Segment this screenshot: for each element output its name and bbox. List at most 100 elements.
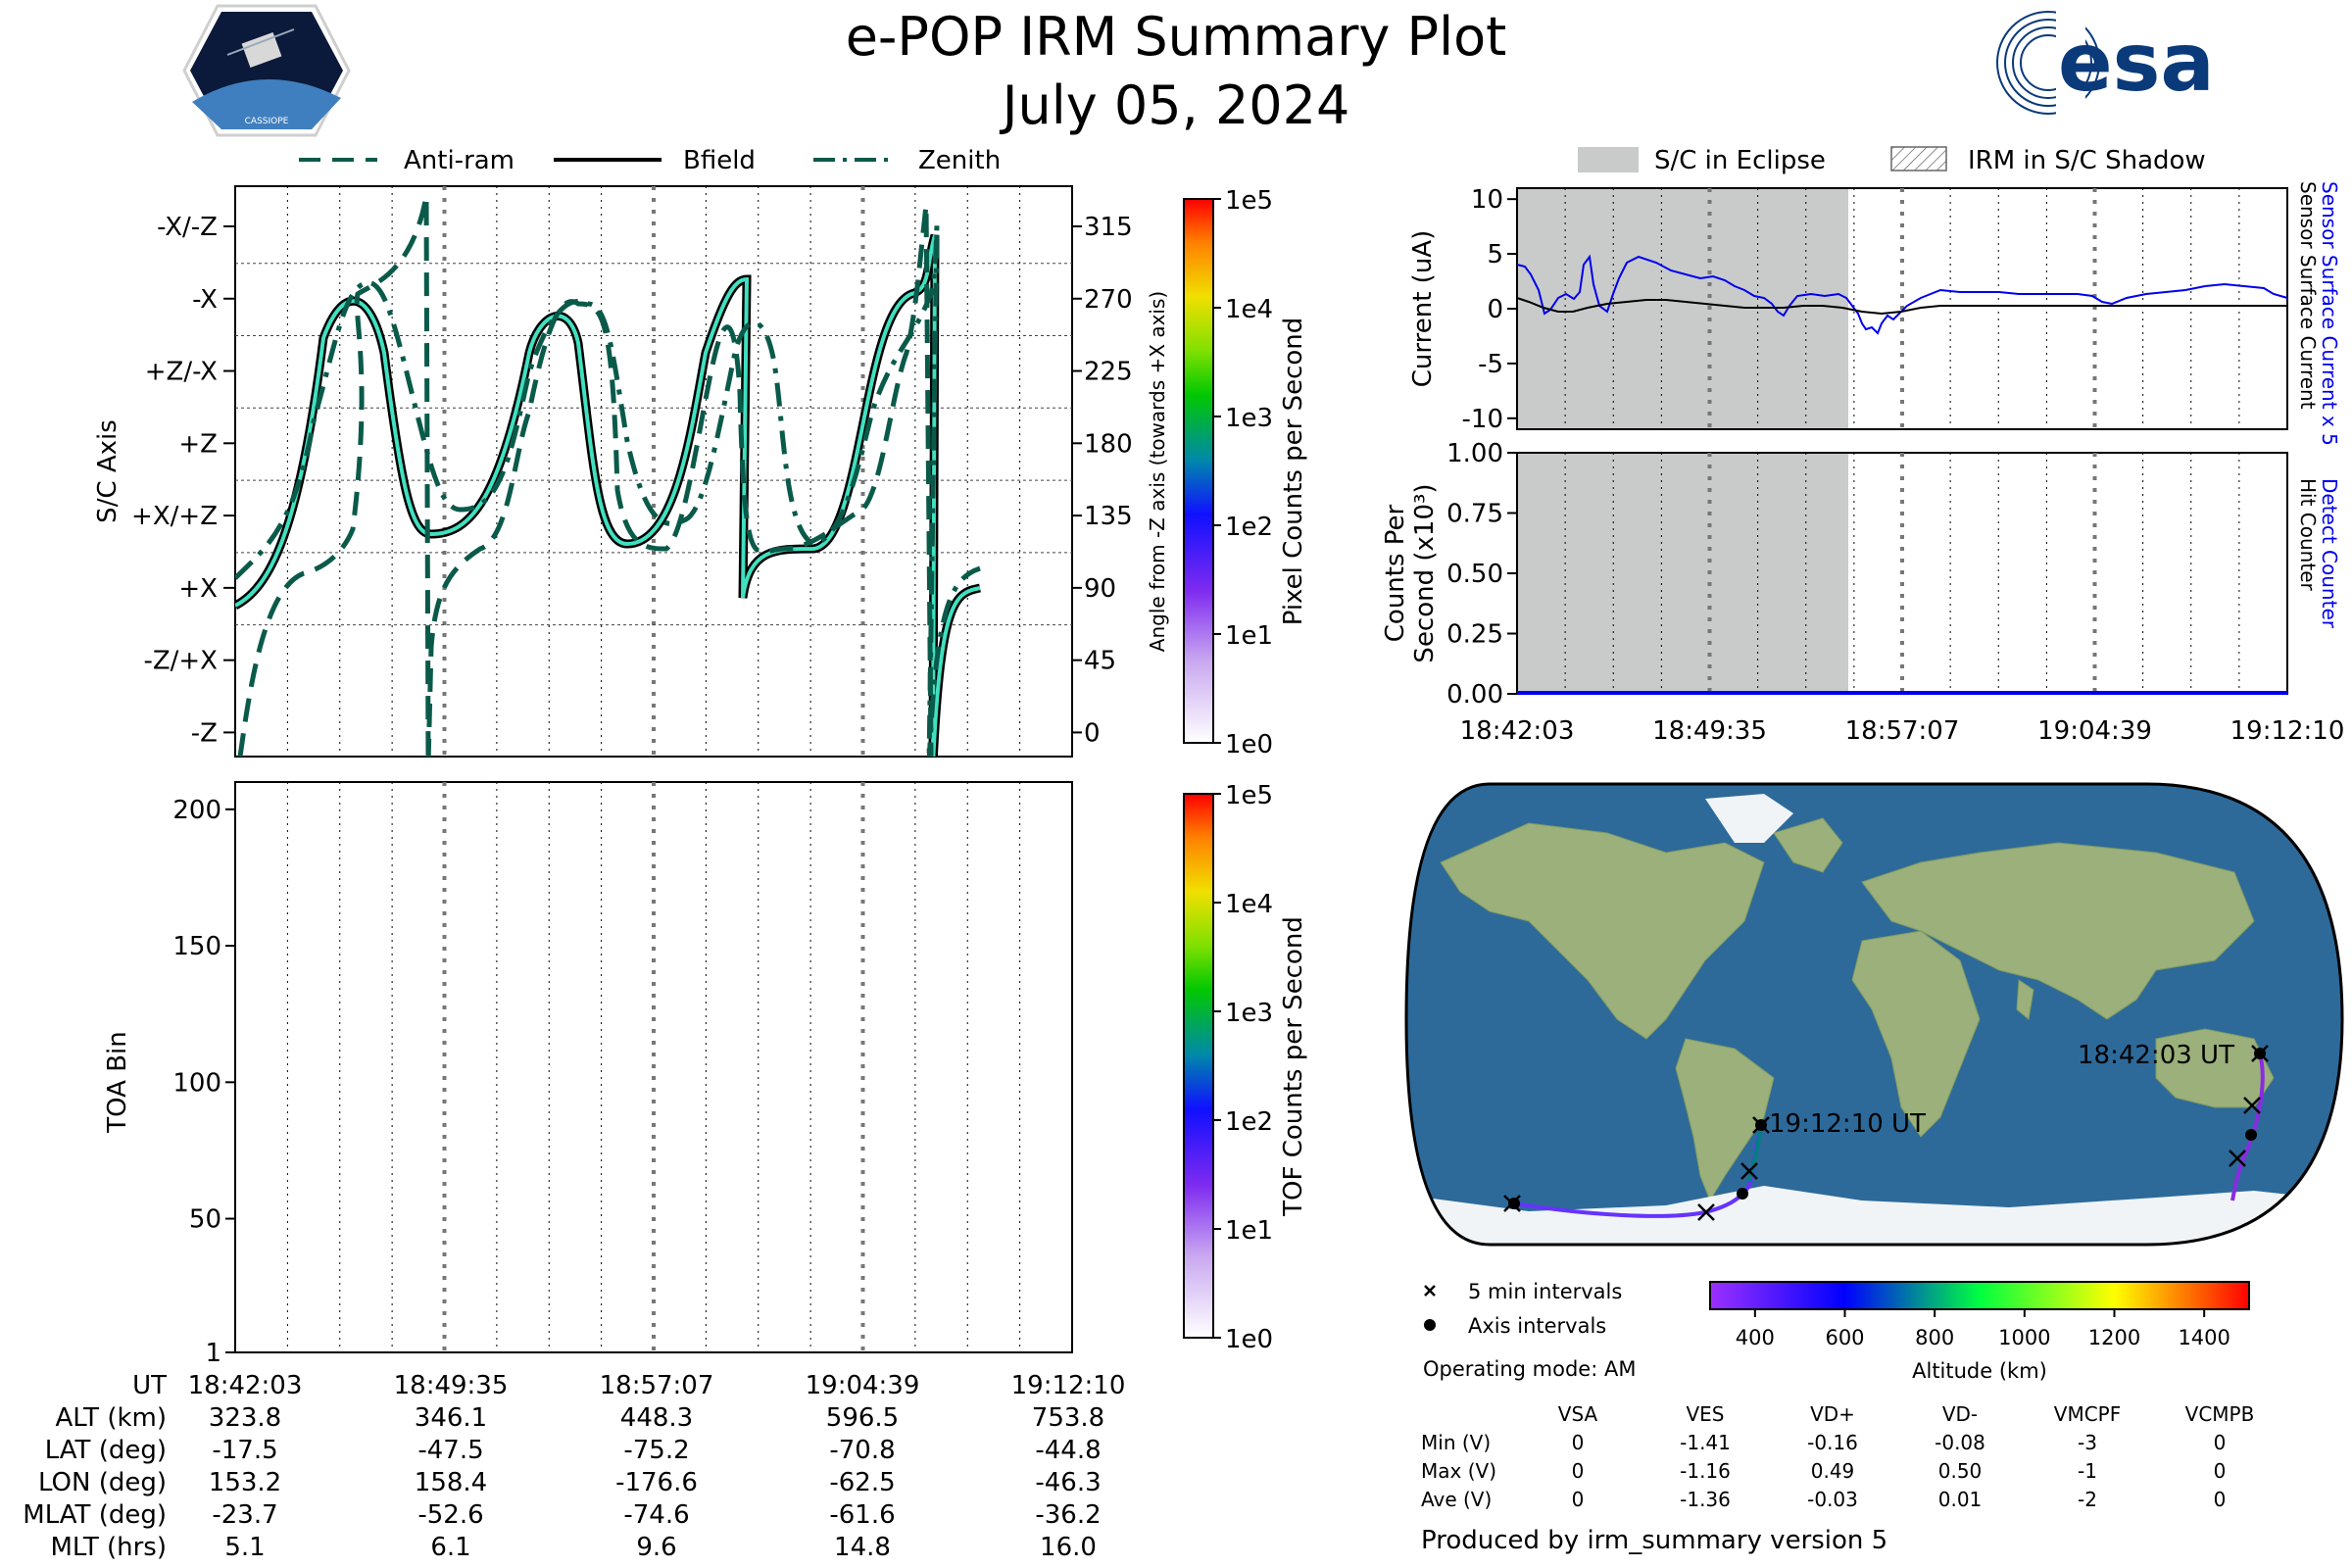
current-eclipse-region bbox=[1518, 189, 1848, 428]
angle-tick-label: 270 bbox=[1084, 285, 1133, 315]
ephemeris-cell: -23.7 bbox=[212, 1500, 277, 1530]
esa-logo: esa bbox=[1996, 10, 2215, 118]
orientation-axis-labels: -X/-Z -X +Z/-X +Z +X/+Z +X -Z/+X -Z bbox=[131, 213, 235, 748]
colorbar-tick-label: 1e2 bbox=[1225, 1107, 1273, 1137]
orientation-grid bbox=[235, 186, 1072, 757]
colorbar-tick-label: 400 bbox=[1736, 1326, 1775, 1349]
axis-label: -Z bbox=[191, 718, 218, 748]
ephemeris-cell: -52.6 bbox=[417, 1500, 483, 1530]
legend-eclipse: S/C in Eclipse bbox=[1654, 146, 1826, 175]
colorbar-tick-label: 1400 bbox=[2178, 1326, 2230, 1349]
voltage-table: VSA VES VD+ VD- VMCPF VCMPB Min (V) 0 -1.41 -0.16… bbox=[1421, 1402, 2254, 1511]
altitude-colorbar-label: Altitude (km) bbox=[1912, 1359, 2047, 1383]
colorbar-tick-label: 1e3 bbox=[1225, 404, 1273, 433]
ephemeris-cell: -61.6 bbox=[829, 1500, 895, 1530]
antiram-line bbox=[237, 195, 934, 757]
y-tick-label: 50 bbox=[189, 1205, 221, 1235]
ephemeris-cell: -70.8 bbox=[829, 1436, 895, 1465]
voltage-cell: -1.41 bbox=[1680, 1431, 1731, 1454]
ephemeris-cell: 19:04:39 bbox=[806, 1371, 920, 1400]
x-tick-label: 18:49:35 bbox=[1652, 716, 1767, 746]
header: e-POP IRM Summary Plot July 05, 2024 CAS… bbox=[182, 4, 2215, 137]
track-end-label: 19:12:10 UT bbox=[1769, 1109, 1926, 1139]
ephemeris-cell: 19:12:10 bbox=[1011, 1371, 1126, 1400]
y-tick-label: 0 bbox=[1487, 295, 1503, 324]
ground-track-map: 18:42:03 UT 19:12:10 UT bbox=[1404, 782, 2344, 1247]
y-tick-label: 0.00 bbox=[1446, 680, 1503, 710]
ephemeris-cell: -17.5 bbox=[212, 1436, 277, 1465]
y-tick-label: 0.25 bbox=[1446, 620, 1503, 650]
voltage-cell: -1 bbox=[2078, 1459, 2097, 1483]
ephemeris-cell: 5.1 bbox=[224, 1533, 265, 1562]
orientation-ylabel: S/C Axis bbox=[93, 419, 122, 523]
ephemeris-cell: 14.8 bbox=[834, 1533, 891, 1562]
ephemeris-cell: 323.8 bbox=[209, 1403, 281, 1433]
voltage-cell: -0.16 bbox=[1807, 1431, 1858, 1454]
orientation-lines bbox=[235, 195, 981, 757]
orientation-y2label: Angle from -Z axis (towards +X axis) bbox=[1146, 291, 1169, 652]
map-greenland bbox=[1705, 794, 1793, 843]
ephemeris-cell: -47.5 bbox=[417, 1436, 483, 1465]
track-markers bbox=[1503, 1045, 2269, 1221]
axis-label: -X bbox=[192, 285, 218, 315]
ephemeris-cell: 18:57:07 bbox=[600, 1371, 714, 1400]
current-panel: S/C in Eclipse IRM in S/C Shadow 10 5 0 -5 -… bbox=[1408, 146, 2341, 446]
legend-5min: 5 min intervals bbox=[1468, 1280, 1622, 1303]
toa-yticks: 200 150 100 50 1 bbox=[172, 796, 235, 1368]
legend-bfield: Bfield bbox=[683, 146, 756, 175]
voltage-cell: -0.08 bbox=[1935, 1431, 1985, 1454]
ephemeris-cell: 16.0 bbox=[1040, 1533, 1097, 1562]
voltage-cell: -1.36 bbox=[1680, 1488, 1731, 1511]
ephemeris-cell: -176.6 bbox=[615, 1468, 698, 1497]
colorbar-tick-label: 600 bbox=[1825, 1326, 1864, 1349]
cassiope-logo: CASSIOPE bbox=[182, 4, 351, 137]
y-tick-label: 5 bbox=[1487, 240, 1503, 270]
counts-right-label-blue: Detect Counter bbox=[2318, 478, 2341, 629]
voltage-cell: 0 bbox=[1572, 1431, 1585, 1454]
ephemeris-cell: -75.2 bbox=[623, 1436, 689, 1465]
legend-zenith: Zenith bbox=[918, 146, 1001, 175]
x-tick-label: 19:04:39 bbox=[2037, 716, 2152, 746]
colorbar-tick-label: 1e1 bbox=[1225, 621, 1273, 651]
colorbar-tick-label: 1e1 bbox=[1225, 1216, 1273, 1246]
sensor-current-x5-line bbox=[1516, 254, 2288, 335]
voltage-cell: -0.03 bbox=[1807, 1488, 1858, 1511]
zenith-line bbox=[235, 224, 981, 757]
voltage-header: VSA bbox=[1558, 1402, 1598, 1426]
voltage-cell: 0 bbox=[1572, 1488, 1585, 1511]
colorbar-tick-label: 1e4 bbox=[1225, 295, 1273, 324]
ephemeris-row-label: UT bbox=[132, 1371, 167, 1400]
toa-panel: 200 150 100 50 1 TOA Bin 1e5 1e4 1e3 1e2 1e1 1e0 … bbox=[103, 781, 1308, 1368]
map-land bbox=[1440, 817, 2275, 1202]
ephemeris-cell: 9.6 bbox=[636, 1533, 676, 1562]
axis-label: -X/-Z bbox=[157, 213, 218, 242]
ephemeris-cell: 448.3 bbox=[620, 1403, 693, 1433]
voltage-cell: 0 bbox=[2214, 1488, 2227, 1511]
counts-xticks: 18:42:03 18:49:35 18:57:07 19:04:39 19:12:10 bbox=[1460, 716, 2345, 746]
ephemeris-table: UT 18:42:03 18:49:35 18:57:07 19:04:39 19:12:… bbox=[23, 1371, 1125, 1562]
map-legend: 5 min intervals Axis intervals Operating… bbox=[1423, 1280, 2250, 1383]
orientation-angle-ticks: 315 270 225 180 135 90 45 0 bbox=[1072, 213, 1133, 748]
colorbar-tick-label: 1e4 bbox=[1225, 890, 1273, 919]
voltage-cell: 0.01 bbox=[1938, 1488, 1983, 1511]
tof-colorbar: 1e5 1e4 1e3 1e2 1e1 1e0 TOF Counts per Second bbox=[1183, 781, 1308, 1354]
sensor-current-line bbox=[1516, 297, 2287, 316]
voltage-header: VCMPB bbox=[2185, 1402, 2255, 1426]
angle-tick-label: 315 bbox=[1084, 213, 1133, 242]
y-tick-label: 100 bbox=[172, 1068, 221, 1098]
operating-mode: Operating mode: AM bbox=[1423, 1357, 1636, 1381]
y-tick-label: 200 bbox=[172, 796, 221, 825]
ephemeris-cell: 753.8 bbox=[1032, 1403, 1104, 1433]
voltage-header: VD- bbox=[1942, 1402, 1978, 1426]
angle-tick-label: 135 bbox=[1084, 502, 1133, 531]
current-ylabel: Current (uA) bbox=[1408, 230, 1438, 387]
voltage-cell: -2 bbox=[2078, 1488, 2097, 1511]
toa-grid bbox=[286, 782, 1021, 1352]
counts-ylabel-line2: Second (x10³) bbox=[1410, 483, 1440, 662]
angle-tick-label: 45 bbox=[1084, 647, 1116, 676]
ephemeris-cell: 6.1 bbox=[430, 1533, 470, 1562]
x-tick-label: 18:57:07 bbox=[1845, 716, 1960, 746]
agency-logo-text: esa bbox=[2058, 17, 2215, 110]
current-grid bbox=[1564, 188, 2240, 429]
pixel-colorbar-label: Pixel Counts per Second bbox=[1279, 318, 1308, 626]
